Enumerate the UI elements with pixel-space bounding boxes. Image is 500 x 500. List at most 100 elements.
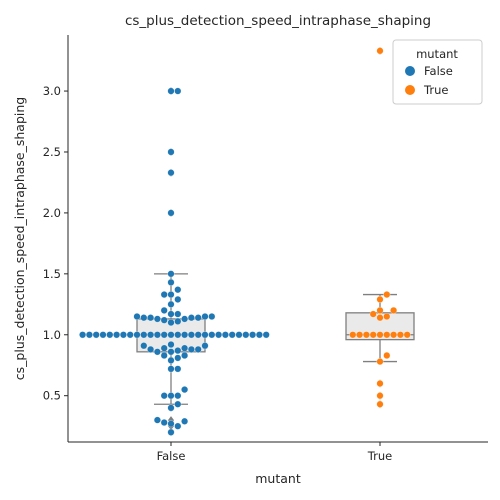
data-point xyxy=(376,400,384,408)
data-point xyxy=(167,270,175,278)
data-point xyxy=(113,331,121,339)
data-point xyxy=(140,331,148,339)
data-point xyxy=(174,347,182,355)
data-point xyxy=(201,313,209,320)
data-point xyxy=(99,331,107,339)
data-point xyxy=(242,331,250,339)
data-point xyxy=(167,87,175,95)
y-tick-label: 2.0 xyxy=(43,206,61,220)
data-point xyxy=(181,344,189,352)
data-point xyxy=(187,314,195,322)
data-point xyxy=(85,331,93,339)
data-point xyxy=(119,331,127,339)
legend-frame xyxy=(392,39,483,105)
data-point xyxy=(174,365,182,373)
data-point xyxy=(167,291,175,299)
data-point xyxy=(160,392,168,400)
data-point xyxy=(396,331,404,339)
chart-title: cs_plus_detection_speed_intraphase_shapi… xyxy=(125,13,431,29)
data-point xyxy=(174,422,182,430)
data-point xyxy=(174,295,182,303)
y-tick-label: 1.0 xyxy=(43,328,61,342)
y-tick-label: 0.5 xyxy=(43,389,61,403)
data-point xyxy=(376,358,384,366)
data-point xyxy=(181,331,189,339)
legend: mutant False True xyxy=(392,39,483,105)
legend-entry-label: False xyxy=(424,64,453,78)
data-point xyxy=(153,348,161,356)
data-point xyxy=(390,331,398,339)
data-point xyxy=(376,331,384,339)
data-point xyxy=(369,310,377,318)
data-point xyxy=(147,314,155,322)
swarm-True xyxy=(349,47,411,408)
data-point xyxy=(194,331,202,339)
data-point xyxy=(174,317,182,325)
data-point xyxy=(167,404,175,412)
data-point xyxy=(376,392,384,400)
data-point xyxy=(160,419,168,426)
data-point xyxy=(194,314,202,322)
data-point xyxy=(376,314,384,322)
data-point xyxy=(160,306,168,314)
data-point xyxy=(133,331,141,339)
data-point xyxy=(140,342,148,350)
data-point xyxy=(174,400,182,408)
y-tick-label: 1.5 xyxy=(43,267,61,281)
x-tick-label: False xyxy=(157,449,186,463)
data-point xyxy=(133,313,141,320)
data-point xyxy=(208,331,216,339)
data-point xyxy=(356,331,364,339)
data-point xyxy=(79,331,87,339)
data-point xyxy=(376,47,384,55)
data-point xyxy=(167,331,175,339)
data-point xyxy=(187,345,195,353)
data-point xyxy=(174,286,182,294)
legend-entry-label: True xyxy=(423,83,448,97)
data-point xyxy=(194,345,202,353)
box-False xyxy=(136,87,206,437)
data-point xyxy=(167,392,175,400)
data-point xyxy=(221,331,229,339)
data-point xyxy=(181,417,189,425)
data-point xyxy=(147,331,155,339)
swarm-False xyxy=(79,87,270,436)
data-point xyxy=(153,331,161,339)
data-point xyxy=(228,331,236,339)
data-point xyxy=(369,331,377,339)
data-point xyxy=(174,354,182,362)
legend-title: mutant xyxy=(416,47,458,61)
data-point xyxy=(174,310,182,318)
data-point xyxy=(349,331,357,339)
data-point xyxy=(376,380,384,387)
data-point xyxy=(167,319,175,327)
legend-marker xyxy=(405,85,415,95)
data-point xyxy=(383,313,391,320)
data-point xyxy=(187,331,195,339)
data-point xyxy=(174,87,182,95)
data-point xyxy=(249,331,257,339)
data-point xyxy=(167,348,175,356)
data-point xyxy=(92,331,100,339)
data-point xyxy=(167,278,175,286)
data-point xyxy=(167,148,175,156)
data-point xyxy=(362,331,370,339)
y-tick-label: 2.5 xyxy=(43,145,61,159)
data-point xyxy=(255,331,263,339)
y-tick-label: 3.0 xyxy=(43,84,61,98)
data-point xyxy=(160,352,168,359)
data-point xyxy=(383,352,391,359)
data-point xyxy=(174,392,182,400)
x-axis-label: mutant xyxy=(255,471,301,486)
data-point xyxy=(160,291,168,299)
data-point xyxy=(201,331,209,339)
data-point xyxy=(181,352,189,359)
data-point xyxy=(376,295,384,303)
data-point xyxy=(167,428,175,436)
data-point xyxy=(106,331,114,339)
data-point xyxy=(126,331,134,339)
data-point xyxy=(403,331,411,339)
data-point xyxy=(208,313,216,320)
data-point xyxy=(383,331,391,339)
data-point xyxy=(167,365,175,373)
